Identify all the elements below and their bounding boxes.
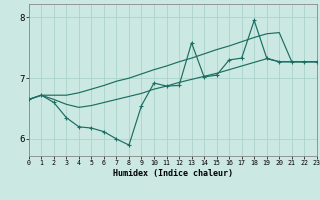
X-axis label: Humidex (Indice chaleur): Humidex (Indice chaleur) bbox=[113, 169, 233, 178]
